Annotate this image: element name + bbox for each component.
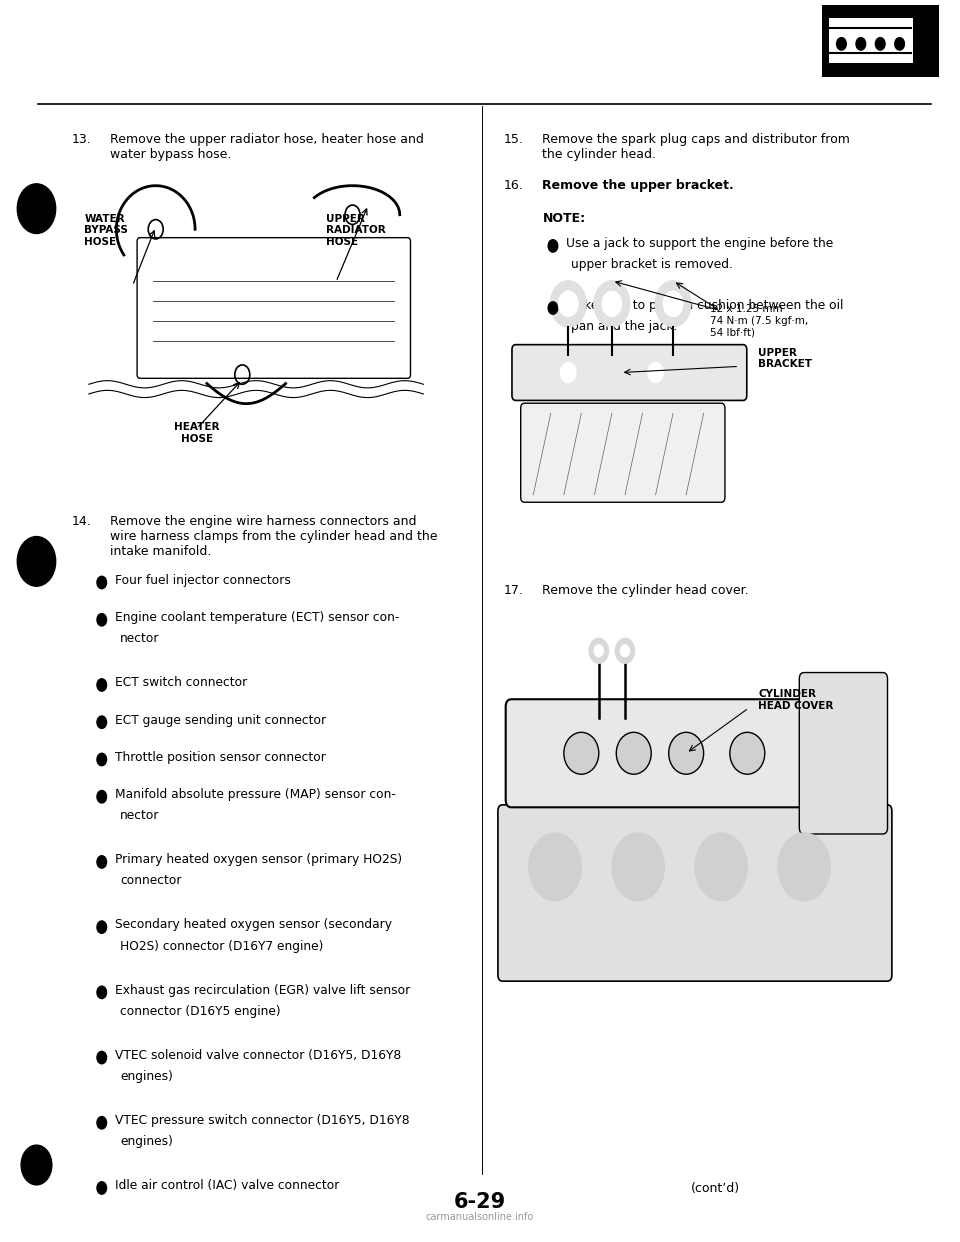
Text: 15.: 15. [504, 133, 524, 145]
Text: 17.: 17. [504, 584, 524, 596]
Text: upper bracket is removed.: upper bracket is removed. [571, 258, 733, 271]
Text: 12 x 1.25 mm
74 N·m (7.5 kgf·m,
54 lbf·ft): 12 x 1.25 mm 74 N·m (7.5 kgf·m, 54 lbf·f… [710, 304, 808, 338]
Circle shape [612, 833, 664, 900]
Text: 13.: 13. [72, 133, 92, 145]
Circle shape [97, 576, 107, 589]
Circle shape [695, 833, 747, 900]
Circle shape [876, 37, 885, 50]
Circle shape [594, 645, 604, 657]
Circle shape [550, 281, 586, 327]
Circle shape [97, 1182, 107, 1195]
FancyBboxPatch shape [498, 805, 892, 981]
Text: WATER
BYPASS
HOSE: WATER BYPASS HOSE [84, 214, 129, 247]
FancyBboxPatch shape [506, 699, 858, 807]
Circle shape [656, 281, 691, 327]
Text: ECT gauge sending unit connector: ECT gauge sending unit connector [115, 713, 326, 727]
Text: Use a jack to support the engine before the: Use a jack to support the engine before … [566, 237, 833, 250]
Circle shape [97, 791, 107, 804]
Text: nector: nector [120, 632, 159, 645]
Text: Remove the upper bracket.: Remove the upper bracket. [542, 179, 734, 191]
Circle shape [594, 281, 630, 327]
Circle shape [97, 986, 107, 999]
Bar [828, 17, 913, 62]
Ellipse shape [564, 733, 599, 774]
Circle shape [836, 37, 847, 50]
Circle shape [856, 37, 866, 50]
Circle shape [529, 833, 582, 900]
Circle shape [97, 715, 107, 728]
Circle shape [589, 638, 609, 663]
Text: Remove the spark plug caps and distributor from
the cylinder head.: Remove the spark plug caps and distribut… [542, 133, 851, 161]
Text: Remove the engine wire harness connectors and
wire harness clamps from the cylin: Remove the engine wire harness connector… [110, 515, 438, 559]
Circle shape [548, 240, 558, 252]
Text: 16.: 16. [504, 179, 524, 191]
Circle shape [97, 614, 107, 626]
Text: Make sure to place a cushion between the oil: Make sure to place a cushion between the… [566, 299, 844, 312]
Circle shape [648, 363, 663, 383]
Bar [822, 5, 939, 77]
FancyBboxPatch shape [137, 237, 411, 379]
Ellipse shape [669, 733, 704, 774]
Text: connector (D16Y5 engine): connector (D16Y5 engine) [120, 1005, 280, 1017]
Circle shape [97, 922, 107, 934]
Text: pan and the jack.: pan and the jack. [571, 320, 678, 333]
Text: HO2S) connector (D16Y7 engine): HO2S) connector (D16Y7 engine) [120, 940, 324, 953]
Circle shape [97, 1117, 107, 1129]
Text: engines): engines) [120, 1135, 173, 1148]
Circle shape [561, 363, 576, 383]
Circle shape [548, 302, 558, 314]
Circle shape [21, 1145, 52, 1185]
Text: Remove the upper radiator hose, heater hose and
water bypass hose.: Remove the upper radiator hose, heater h… [110, 133, 424, 161]
FancyBboxPatch shape [520, 404, 725, 502]
Text: Throttle position sensor connector: Throttle position sensor connector [115, 750, 326, 764]
Text: Four fuel injector connectors: Four fuel injector connectors [115, 574, 291, 586]
Text: Remove the cylinder head cover.: Remove the cylinder head cover. [542, 584, 749, 596]
Circle shape [559, 291, 578, 317]
Circle shape [97, 678, 107, 691]
Circle shape [17, 184, 56, 233]
Circle shape [663, 291, 683, 317]
Circle shape [895, 37, 904, 50]
Text: ECT switch connector: ECT switch connector [115, 676, 248, 689]
Text: Secondary heated oxygen sensor (secondary: Secondary heated oxygen sensor (secondar… [115, 919, 393, 932]
Text: Exhaust gas recirculation (EGR) valve lift sensor: Exhaust gas recirculation (EGR) valve li… [115, 984, 411, 996]
Ellipse shape [730, 733, 765, 774]
Text: carmanualsonline.info: carmanualsonline.info [426, 1212, 534, 1222]
Circle shape [97, 856, 107, 868]
Text: nector: nector [120, 810, 159, 822]
Text: VTEC pressure switch connector (D16Y5, D16Y8: VTEC pressure switch connector (D16Y5, D… [115, 1114, 410, 1126]
Text: engines): engines) [120, 1071, 173, 1083]
Text: NOTE:: NOTE: [542, 212, 586, 225]
Text: CYLINDER
HEAD COVER: CYLINDER HEAD COVER [758, 689, 834, 710]
FancyBboxPatch shape [512, 345, 747, 400]
Text: VTEC solenoid valve connector (D16Y5, D16Y8: VTEC solenoid valve connector (D16Y5, D1… [115, 1048, 401, 1062]
Circle shape [97, 753, 107, 765]
Text: UPPER
RADIATOR
HOSE: UPPER RADIATOR HOSE [326, 214, 386, 247]
Ellipse shape [616, 733, 651, 774]
Circle shape [97, 1051, 107, 1063]
Circle shape [620, 645, 630, 657]
Text: Primary heated oxygen sensor (primary HO2S): Primary heated oxygen sensor (primary HO… [115, 853, 402, 866]
Text: 6-29: 6-29 [454, 1192, 506, 1212]
Circle shape [602, 291, 622, 317]
FancyBboxPatch shape [800, 673, 887, 835]
Text: (cont’d): (cont’d) [691, 1182, 740, 1195]
Text: 14.: 14. [72, 515, 92, 528]
Text: HEATER
HOSE: HEATER HOSE [174, 422, 220, 443]
Text: Engine coolant temperature (ECT) sensor con-: Engine coolant temperature (ECT) sensor … [115, 611, 399, 623]
Circle shape [615, 638, 635, 663]
Text: Manifold absolute pressure (MAP) sensor con-: Manifold absolute pressure (MAP) sensor … [115, 789, 396, 801]
Circle shape [778, 833, 830, 900]
Text: connector: connector [120, 874, 181, 887]
Circle shape [17, 537, 56, 586]
Text: Idle air control (IAC) valve connector: Idle air control (IAC) valve connector [115, 1180, 340, 1192]
Text: UPPER
BRACKET: UPPER BRACKET [758, 348, 812, 369]
